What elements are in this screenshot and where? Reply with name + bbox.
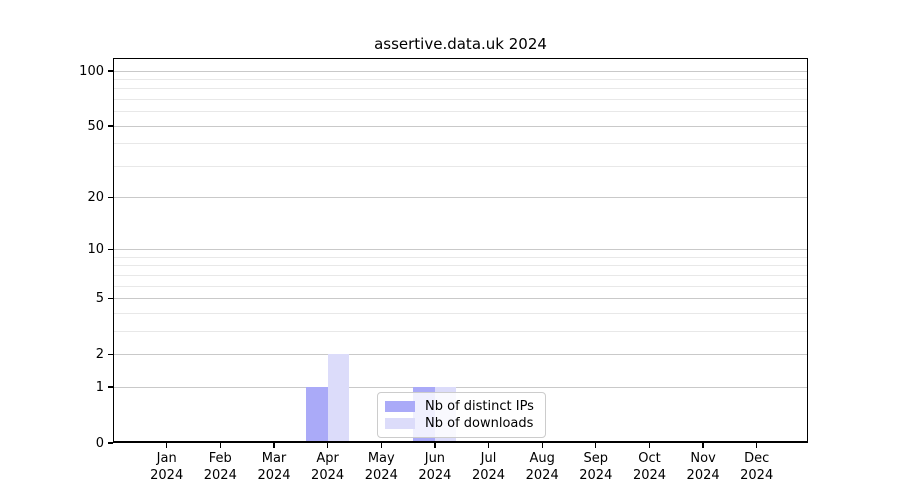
x-tick-label-year: 2024	[364, 467, 398, 483]
x-tick-label-year: 2024	[525, 467, 559, 483]
x-tick	[273, 443, 275, 448]
x-tick-label-year: 2024	[579, 467, 613, 483]
y-tick	[108, 353, 113, 356]
gridline-major	[114, 70, 807, 72]
legend-label: Nb of distinct IPs	[425, 399, 534, 414]
x-tick	[756, 443, 758, 448]
x-tick	[434, 443, 436, 448]
x-tick-label-month: Dec	[744, 451, 770, 466]
x-tick-label: Apr 2024	[296, 451, 360, 484]
gridline-minor	[114, 78, 807, 80]
x-tick-label-month: May	[367, 451, 395, 466]
x-tick	[326, 443, 329, 448]
x-tick	[702, 443, 704, 448]
x-tick-label-month: Mar	[261, 451, 287, 466]
x-tick-label-year: 2024	[203, 467, 237, 483]
x-tick-label-month: Feb	[208, 451, 232, 466]
gridline-minor	[114, 88, 807, 90]
y-tick-label: 0	[95, 435, 104, 451]
x-tick-label-month: Apr	[316, 451, 339, 466]
gridline-major	[114, 298, 807, 300]
gridline-minor	[114, 143, 807, 145]
gridline-minor	[114, 98, 807, 100]
gridline-minor	[114, 312, 807, 314]
x-tick-label-year: 2024	[257, 467, 291, 483]
x-tick-label-month: Aug	[529, 451, 555, 466]
y-tick	[108, 70, 113, 72]
gridline-minor	[114, 274, 807, 276]
y-tick	[108, 196, 113, 199]
legend-row: Nb of downloads	[385, 415, 537, 432]
plot-area	[108, 58, 808, 448]
bar-nb-of-distinct-ips-apr	[306, 387, 328, 442]
legend-label: Nb of downloads	[425, 416, 534, 431]
spine-left	[113, 58, 115, 443]
legend-row: Nb of distinct IPs	[385, 398, 537, 415]
chart-title: assertive.data.uk 2024	[374, 35, 547, 53]
gridline-minor	[114, 285, 807, 287]
x-tick	[595, 443, 597, 448]
y-tick	[108, 442, 113, 444]
x-tick-label: Jul 2024	[457, 451, 521, 484]
x-tick-label-year: 2024	[632, 467, 667, 483]
x-tick-label-month: Jun	[424, 451, 446, 466]
x-tick-label-year: 2024	[311, 467, 345, 483]
x-tick	[166, 443, 168, 448]
gridline-major	[114, 197, 807, 199]
x-tick	[219, 443, 221, 448]
legend-swatch	[385, 418, 415, 429]
gridline-major	[114, 353, 807, 355]
gridline-minor	[114, 111, 807, 113]
x-tick-label: May 2024	[349, 451, 413, 484]
spine-top	[113, 58, 808, 60]
x-tick-label: Oct 2024	[618, 451, 682, 484]
y-tick	[108, 125, 113, 127]
y-tick-label: 5	[95, 291, 104, 307]
spine-bottom	[113, 441, 808, 443]
y-tick-label: 10	[87, 242, 104, 258]
y-tick-label: 1	[95, 379, 104, 395]
x-tick-label-month: Jan	[156, 451, 177, 466]
x-tick-label: Feb 2024	[188, 451, 252, 484]
gridline-major	[114, 386, 807, 388]
x-tick	[487, 443, 490, 448]
x-tick-label-year: 2024	[471, 467, 506, 483]
x-tick	[380, 443, 382, 448]
gridline-major	[114, 125, 807, 127]
x-tick-label: Dec 2024	[725, 451, 789, 484]
legend: Nb of distinct IPs Nb of downloads	[377, 392, 546, 438]
x-tick-label-month: Jul	[480, 451, 497, 466]
gridline-minor	[114, 330, 807, 332]
x-tick-label: Jan 2024	[135, 451, 199, 484]
gridline-minor	[114, 265, 807, 267]
x-tick-label-year: 2024	[150, 467, 184, 483]
x-tick-label: Jun 2024	[403, 451, 467, 484]
x-tick-label: Nov 2024	[671, 451, 735, 484]
x-tick-label: Mar 2024	[242, 451, 306, 484]
y-tick-label: 2	[95, 346, 104, 362]
legend-swatch	[385, 401, 415, 412]
x-tick-label: Aug 2024	[510, 451, 574, 484]
x-tick	[648, 443, 651, 448]
y-tick-label: 100	[79, 63, 104, 79]
x-tick-label-month: Oct	[638, 451, 661, 466]
gridline-major	[114, 249, 807, 251]
x-tick-label-month: Sep	[583, 451, 609, 466]
x-tick-label-year: 2024	[740, 467, 774, 483]
spine-right	[806, 58, 808, 443]
bar-nb-of-downloads-apr	[327, 354, 350, 442]
y-tick-label: 50	[87, 118, 104, 134]
y-tick	[108, 386, 113, 388]
x-tick-label-month: Nov	[690, 451, 716, 466]
gridline-minor	[114, 256, 807, 258]
x-tick-label-year: 2024	[418, 467, 452, 483]
y-tick-label: 20	[87, 190, 104, 206]
x-tick	[541, 443, 543, 448]
y-tick	[108, 249, 113, 251]
y-tick	[108, 297, 113, 300]
x-tick-label: Sep 2024	[564, 451, 628, 484]
gridline-minor	[114, 165, 807, 167]
x-tick-label-year: 2024	[686, 467, 720, 483]
